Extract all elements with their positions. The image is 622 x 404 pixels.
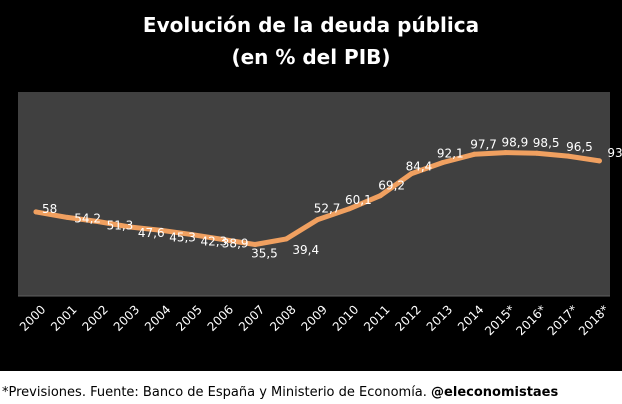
data-label: 42,3	[201, 235, 228, 249]
x-tick-label: 2008	[267, 302, 298, 333]
data-label: 45,3	[169, 230, 196, 244]
data-label: 69,2	[378, 179, 405, 193]
data-label: 84,4	[406, 160, 433, 174]
data-label: 51,3	[107, 219, 134, 233]
x-tick-label: 2016*	[513, 302, 549, 338]
x-tick-label: 2017*	[545, 302, 581, 338]
data-point	[158, 227, 164, 233]
x-tick-label: 2007	[236, 302, 267, 333]
data-point	[64, 214, 70, 220]
data-label: 54,2	[74, 211, 101, 225]
data-label: 98,5	[533, 136, 560, 150]
data-point	[96, 219, 102, 225]
data-point	[503, 150, 508, 156]
data-point	[127, 224, 133, 230]
x-tick-label: 2011	[361, 302, 392, 333]
x-tick-label: 2005	[173, 302, 204, 333]
data-point	[283, 236, 289, 242]
data-point	[33, 209, 39, 215]
data-label: 93,2	[607, 146, 622, 160]
data-point	[252, 242, 258, 247]
footer-bar: *Previsiones. Fuente: Banco de España y …	[0, 371, 622, 404]
x-tick-label: 2000	[17, 302, 48, 333]
data-point	[596, 158, 602, 164]
x-tick-label: 2015*	[482, 302, 518, 338]
x-tick-label: 2004	[142, 302, 173, 333]
data-point	[565, 153, 571, 159]
x-tick-label: 2010	[330, 302, 361, 333]
data-label: 47,6	[138, 226, 165, 240]
data-label: 52,7	[314, 202, 341, 216]
data-label: 60,1	[345, 193, 372, 207]
chart-title-line2: (en % del PIB)	[231, 45, 390, 69]
data-label: 39,4	[292, 243, 319, 257]
x-tick-label: 2013	[424, 302, 455, 333]
data-label-layer: 58 54,2 51,3 47,6 45,3 42,338,935,5 39,4 52,7 60…	[42, 136, 622, 261]
data-label: 98,9	[502, 136, 529, 150]
data-point	[315, 217, 321, 223]
series-layer	[33, 150, 602, 247]
data-point	[221, 237, 227, 243]
x-tick-label: 2003	[111, 302, 142, 333]
x-tick-label: 2012	[392, 302, 423, 333]
data-label: 92,1	[437, 147, 464, 161]
x-tick-label: 2018*	[576, 302, 612, 338]
x-tick-label: 2006	[205, 302, 236, 333]
footer-text: *Previsiones. Fuente: Banco de España y …	[2, 385, 558, 400]
data-point	[471, 151, 477, 157]
x-tick-layer: 2000 2001 2002 2003 2004 2005 2006 2007 2008 2009…	[17, 302, 612, 338]
data-label: 35,5	[251, 247, 278, 261]
data-point	[534, 150, 540, 156]
data-label: 97,7	[470, 137, 497, 151]
data-point	[190, 232, 195, 238]
data-point	[346, 206, 352, 212]
plot-area	[18, 92, 610, 296]
data-point	[377, 193, 383, 199]
footer-source: *Previsiones. Fuente: Banco de España y …	[2, 385, 427, 400]
x-tick-label: 2009	[299, 302, 330, 333]
x-tick-label: 2002	[79, 302, 110, 333]
data-label: 58	[42, 202, 57, 216]
footer-handle: @eleconomistaes	[431, 385, 559, 400]
data-label: 96,5	[566, 140, 593, 154]
data-point	[440, 160, 446, 165]
data-label: 38,9	[222, 237, 249, 251]
data-point	[409, 171, 415, 177]
x-tick-label: 2001	[48, 302, 79, 333]
chart-title-line1: Evolución de la deuda pública	[143, 13, 479, 37]
